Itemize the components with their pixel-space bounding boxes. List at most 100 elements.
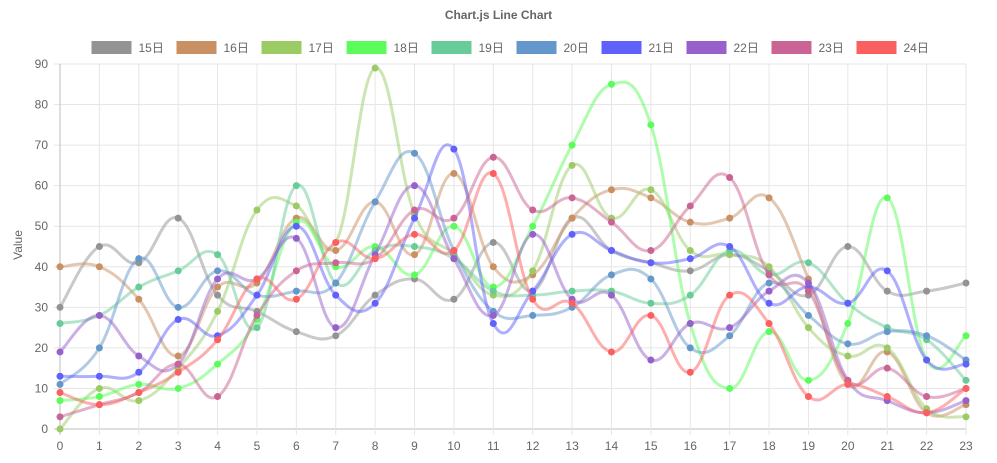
data-point[interactable]: [214, 307, 222, 315]
data-point[interactable]: [686, 267, 694, 275]
data-point[interactable]: [489, 287, 497, 295]
data-point[interactable]: [411, 206, 419, 214]
data-point[interactable]: [411, 251, 419, 259]
data-point[interactable]: [135, 295, 143, 303]
data-point[interactable]: [529, 267, 537, 275]
legend-item[interactable]: 22日: [686, 41, 759, 55]
data-point[interactable]: [883, 267, 891, 275]
data-point[interactable]: [962, 360, 970, 368]
data-point[interactable]: [726, 214, 734, 222]
data-point[interactable]: [214, 336, 222, 344]
data-point[interactable]: [214, 251, 222, 259]
data-point[interactable]: [962, 397, 970, 405]
data-point[interactable]: [253, 291, 261, 299]
data-point[interactable]: [292, 328, 300, 336]
data-point[interactable]: [607, 247, 615, 255]
data-point[interactable]: [923, 287, 931, 295]
data-point[interactable]: [765, 287, 773, 295]
data-point[interactable]: [411, 271, 419, 279]
data-point[interactable]: [292, 222, 300, 230]
data-point[interactable]: [489, 263, 497, 271]
data-point[interactable]: [529, 230, 537, 238]
data-point[interactable]: [647, 356, 655, 364]
data-point[interactable]: [529, 206, 537, 214]
data-point[interactable]: [647, 194, 655, 202]
data-point[interactable]: [923, 409, 931, 417]
data-point[interactable]: [174, 352, 182, 360]
data-point[interactable]: [174, 360, 182, 368]
data-point[interactable]: [174, 214, 182, 222]
data-point[interactable]: [371, 291, 379, 299]
data-point[interactable]: [214, 360, 222, 368]
data-point[interactable]: [56, 372, 64, 380]
data-point[interactable]: [489, 153, 497, 161]
data-point[interactable]: [253, 275, 261, 283]
data-point[interactable]: [883, 344, 891, 352]
data-point[interactable]: [450, 214, 458, 222]
data-point[interactable]: [726, 174, 734, 182]
data-point[interactable]: [647, 121, 655, 129]
legend-item[interactable]: 17日: [261, 41, 334, 55]
data-point[interactable]: [95, 393, 103, 401]
data-point[interactable]: [844, 243, 852, 250]
data-point[interactable]: [371, 255, 379, 263]
data-point[interactable]: [686, 344, 694, 352]
data-point[interactable]: [529, 311, 537, 319]
data-point[interactable]: [804, 279, 812, 287]
data-point[interactable]: [174, 267, 182, 275]
data-point[interactable]: [95, 401, 103, 409]
data-point[interactable]: [95, 344, 103, 352]
legend-item[interactable]: 21日: [601, 41, 674, 55]
data-point[interactable]: [804, 393, 812, 401]
data-point[interactable]: [135, 255, 143, 263]
data-point[interactable]: [214, 267, 222, 275]
data-point[interactable]: [135, 380, 143, 388]
data-point[interactable]: [214, 393, 222, 401]
data-point[interactable]: [135, 368, 143, 376]
data-point[interactable]: [450, 295, 458, 303]
data-point[interactable]: [647, 275, 655, 283]
data-point[interactable]: [568, 194, 576, 202]
data-point[interactable]: [962, 279, 970, 287]
data-point[interactable]: [489, 320, 497, 328]
data-point[interactable]: [962, 384, 970, 392]
data-point[interactable]: [450, 255, 458, 263]
data-point[interactable]: [332, 291, 340, 299]
data-point[interactable]: [489, 170, 497, 177]
data-point[interactable]: [56, 397, 64, 405]
data-point[interactable]: [292, 287, 300, 295]
data-point[interactable]: [214, 291, 222, 299]
data-point[interactable]: [332, 279, 340, 287]
data-point[interactable]: [174, 368, 182, 376]
data-point[interactable]: [844, 320, 852, 328]
data-point[interactable]: [647, 186, 655, 194]
legend-item[interactable]: 19日: [431, 41, 504, 55]
legend-item[interactable]: 16日: [176, 41, 249, 55]
data-point[interactable]: [844, 352, 852, 360]
data-point[interactable]: [883, 194, 891, 202]
data-point[interactable]: [607, 80, 615, 88]
data-point[interactable]: [765, 263, 773, 271]
data-point[interactable]: [607, 218, 615, 226]
legend-item[interactable]: 24日: [856, 41, 929, 55]
data-point[interactable]: [56, 263, 64, 271]
data-point[interactable]: [411, 214, 419, 222]
legend-item[interactable]: 15日: [91, 41, 164, 55]
data-point[interactable]: [411, 182, 419, 190]
legend-item[interactable]: 20日: [516, 41, 589, 55]
data-point[interactable]: [371, 299, 379, 307]
data-point[interactable]: [568, 214, 576, 222]
data-point[interactable]: [568, 161, 576, 169]
data-point[interactable]: [529, 222, 537, 230]
data-point[interactable]: [647, 299, 655, 307]
data-point[interactable]: [411, 243, 419, 250]
data-point[interactable]: [923, 356, 931, 364]
data-point[interactable]: [883, 287, 891, 295]
data-point[interactable]: [253, 206, 261, 214]
data-point[interactable]: [686, 291, 694, 299]
data-point[interactable]: [726, 384, 734, 392]
data-point[interactable]: [883, 393, 891, 401]
data-point[interactable]: [292, 182, 300, 190]
data-point[interactable]: [686, 247, 694, 255]
data-point[interactable]: [450, 222, 458, 230]
